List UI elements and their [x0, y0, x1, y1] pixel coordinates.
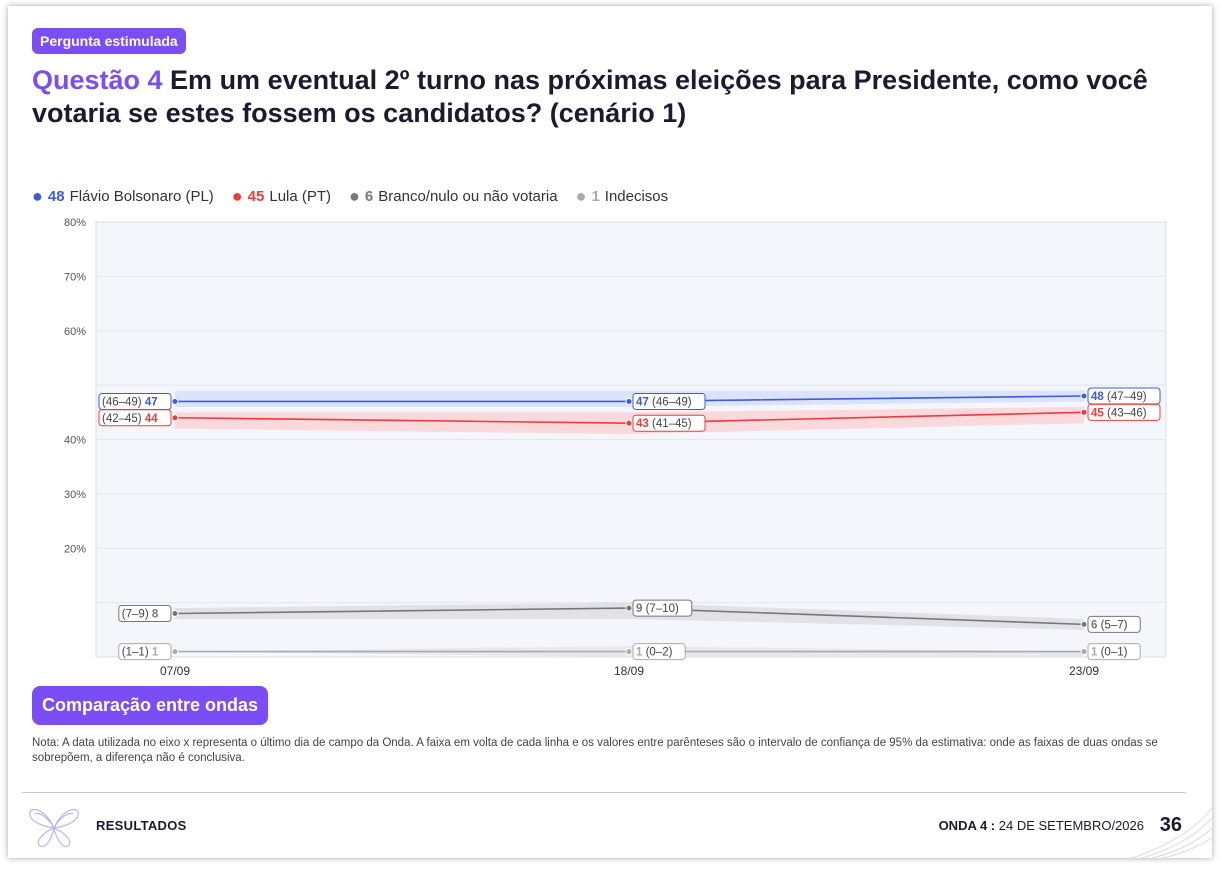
data-label-box — [1087, 643, 1141, 661]
data-label: (42–45) 44 — [102, 413, 158, 425]
data-label-box — [1087, 615, 1141, 633]
y-tick-label: 60% — [64, 326, 86, 338]
x-tick-label: 18/09 — [614, 664, 644, 678]
footer-wave: ONDA 4 : 24 DE SETEMBRO/2026 — [939, 818, 1144, 833]
legend-value: 48 — [47, 188, 65, 205]
data-label: 45 (43–46) — [1091, 407, 1147, 419]
legend-dot-icon: ● — [231, 186, 243, 206]
data-point — [171, 397, 179, 405]
data-label: 1 (0–1) — [1091, 647, 1128, 659]
x-tick-label: 23/09 — [1069, 664, 1099, 678]
legend-label: Lula (PT) — [269, 188, 332, 205]
legend-label: Indecisos — [604, 188, 669, 205]
legend-item: ● 48 Flávio Bolsonaro (PL) — [32, 186, 214, 206]
question-type-badge: Pergunta estimulada — [32, 28, 186, 54]
legend-label: Branco/nulo ou não votaria — [378, 188, 558, 205]
y-tick-label: 40% — [64, 435, 86, 447]
footer-section: RESULTADOS — [96, 818, 187, 833]
data-label: (46–49) 47 — [102, 396, 158, 408]
chart-legend: ● 48 Flávio Bolsonaro (PL) ● 45 Lula (PT) ● 6 Br… — [32, 186, 669, 206]
legend-item: ● 6 Branco/nulo ou não votaria — [349, 186, 558, 206]
legend-dot-icon: ● — [32, 186, 43, 206]
data-point — [625, 604, 633, 612]
legend-value: 45 — [247, 188, 265, 205]
data-label: 6 (5–7) — [1091, 619, 1128, 631]
footnote: Nota: A data utilizada no eixo x represe… — [32, 737, 1158, 764]
legend-item: ● 45 Lula (PT) — [231, 186, 332, 206]
y-tick-label: 70% — [64, 271, 86, 283]
y-tick-label: 80% — [64, 217, 86, 229]
data-label-box — [98, 409, 172, 427]
line-chart: 20% 30% 40% 60% 70% 80% 07/09 18/09 23/09 (46–49)… — [64, 217, 1167, 678]
data-label-box — [632, 392, 706, 410]
data-point — [1080, 648, 1088, 656]
data-point — [1080, 408, 1088, 416]
question-label: Questão 4 — [32, 65, 163, 95]
data-label-box — [632, 643, 686, 661]
legend-value: 1 — [591, 188, 600, 205]
data-label: 48 (47–49) — [1091, 391, 1147, 403]
data-label-box — [118, 643, 172, 661]
legend-label: Flávio Bolsonaro (PL) — [69, 188, 214, 205]
page-title: Questão 4 Em um eventual 2º turno nas pr… — [32, 64, 1182, 130]
data-point — [171, 648, 179, 656]
data-label-box — [632, 414, 706, 432]
legend-value: 6 — [364, 188, 374, 205]
compare-waves-button[interactable]: Comparação entre ondas — [32, 686, 269, 725]
data-point — [1080, 392, 1088, 400]
y-tick-label: 30% — [64, 489, 86, 501]
data-label-box — [1087, 403, 1161, 421]
data-point — [1080, 620, 1088, 628]
confidence-band — [175, 602, 1084, 630]
footer-wave-label: ONDA 4 : — [938, 818, 996, 833]
legend-item: ● 1 Indecisos — [575, 186, 669, 206]
data-label: 9 (7–10) — [636, 603, 679, 615]
data-point — [171, 414, 179, 422]
y-tick-label: 20% — [64, 543, 86, 555]
data-point — [625, 397, 633, 405]
data-label-box — [118, 605, 172, 622]
data-label: 47 (46–49) — [636, 396, 692, 408]
butterfly-logo-icon — [29, 808, 79, 848]
data-label-box — [632, 599, 693, 617]
data-point — [625, 419, 633, 427]
question-text: Em um eventual 2º turno nas próximas ele… — [32, 65, 1148, 128]
footer-divider — [22, 792, 1186, 793]
data-point — [625, 648, 633, 656]
legend-dot-icon: ● — [349, 186, 360, 206]
data-label: 43 (41–45) — [636, 418, 692, 430]
footer-wave-date: 24 DE SETEMBRO/2026 — [998, 818, 1144, 833]
data-label: 1 (0–2) — [636, 647, 673, 659]
slide: Pergunta estimulada Questão 4 Em um even… — [8, 6, 1212, 858]
x-tick-label: 07/09 — [160, 664, 190, 678]
page-number: 36 — [1159, 814, 1182, 836]
data-label: (7–9) 8 — [122, 609, 159, 621]
corner-decoration — [1131, 807, 1212, 858]
data-point — [171, 610, 179, 617]
data-label: (1–1) 1 — [122, 647, 159, 659]
legend-dot-icon: ● — [575, 186, 587, 206]
